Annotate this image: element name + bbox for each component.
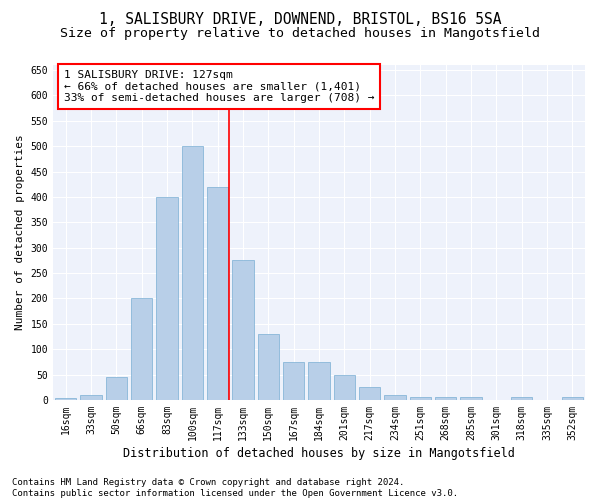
Bar [511,398,532,400]
Bar [156,197,178,400]
Bar [106,377,127,400]
Bar [435,398,457,400]
Text: 1 SALISBURY DRIVE: 127sqm
← 66% of detached houses are smaller (1,401)
33% of se: 1 SALISBURY DRIVE: 127sqm ← 66% of detac… [64,70,374,103]
Y-axis label: Number of detached properties: Number of detached properties [15,134,25,330]
Bar [257,334,279,400]
X-axis label: Distribution of detached houses by size in Mangotsfield: Distribution of detached houses by size … [123,447,515,460]
Bar [308,362,330,400]
Bar [207,187,229,400]
Bar [55,398,76,400]
Bar [384,395,406,400]
Bar [460,398,482,400]
Bar [131,298,152,400]
Text: 1, SALISBURY DRIVE, DOWNEND, BRISTOL, BS16 5SA: 1, SALISBURY DRIVE, DOWNEND, BRISTOL, BS… [99,12,501,28]
Bar [232,260,254,400]
Bar [283,362,304,400]
Bar [80,395,102,400]
Bar [359,388,380,400]
Text: Size of property relative to detached houses in Mangotsfield: Size of property relative to detached ho… [60,28,540,40]
Bar [410,398,431,400]
Bar [182,146,203,400]
Bar [562,398,583,400]
Bar [334,374,355,400]
Text: Contains HM Land Registry data © Crown copyright and database right 2024.
Contai: Contains HM Land Registry data © Crown c… [12,478,458,498]
